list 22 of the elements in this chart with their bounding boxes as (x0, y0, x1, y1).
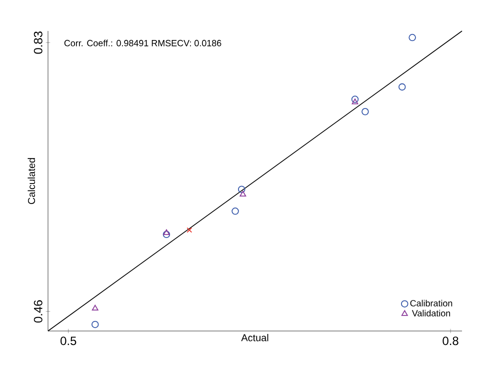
legend-label: Validation (412, 310, 450, 316)
x-tick-label: 0.8 (442, 336, 458, 346)
point (238, 186, 246, 193)
y-tick-label: 0.83 (34, 32, 42, 54)
y-axis-title: Calculated (28, 158, 36, 204)
point (232, 208, 239, 215)
x-axis-title: Actual (241, 334, 268, 342)
point (408, 34, 416, 42)
point (352, 98, 358, 104)
point (240, 190, 246, 196)
point (92, 304, 98, 311)
point (163, 229, 170, 235)
legend-label: Calibration (410, 300, 452, 306)
point (186, 227, 192, 233)
annotation: Corr. Coeff.: 0.98491 RMSECV: 0.0186 (64, 40, 222, 46)
x-tick-label: 0.5 (60, 336, 76, 346)
point (162, 230, 170, 238)
point (91, 320, 99, 328)
point (362, 108, 369, 116)
y-tick-label: 0.46 (34, 300, 42, 323)
point (398, 83, 406, 91)
point (351, 96, 359, 103)
